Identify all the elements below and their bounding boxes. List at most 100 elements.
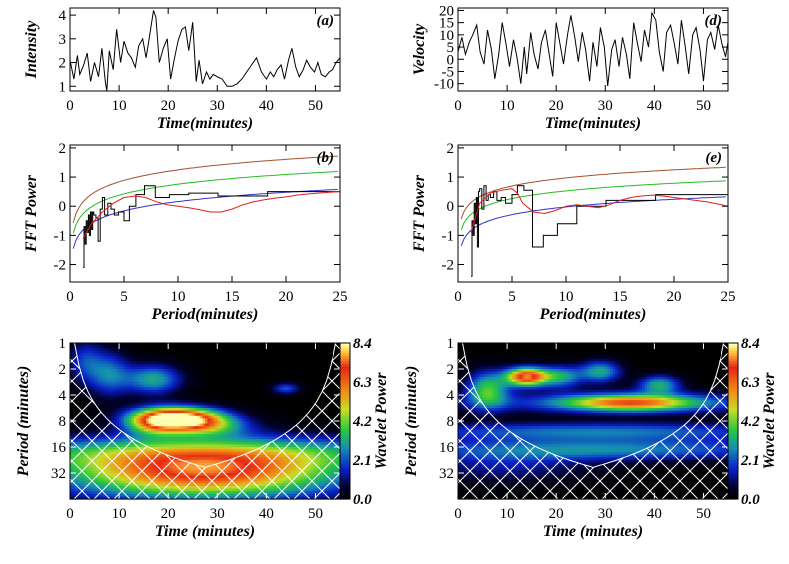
heat-cell bbox=[239, 402, 243, 406]
heat-cell bbox=[229, 402, 233, 406]
heat-cell bbox=[89, 350, 93, 354]
heat-cell bbox=[173, 405, 177, 409]
heat-cell bbox=[87, 345, 91, 349]
heat-cell bbox=[101, 400, 105, 404]
heat-cell bbox=[155, 371, 159, 375]
heat-cell bbox=[251, 382, 255, 386]
heat-cell bbox=[116, 389, 120, 393]
heat-cell bbox=[217, 358, 221, 362]
heat-cell bbox=[187, 405, 191, 409]
heat-cell bbox=[101, 392, 105, 396]
heat-cell bbox=[234, 387, 238, 391]
plot-frame bbox=[457, 7, 729, 92]
heat-cell bbox=[111, 358, 115, 362]
heat-cell bbox=[227, 387, 231, 391]
heat-cell bbox=[72, 371, 76, 375]
heat-cell bbox=[87, 376, 91, 380]
heat-cell bbox=[308, 353, 312, 357]
heat-cell bbox=[322, 397, 326, 401]
heat-cell bbox=[168, 366, 172, 370]
heat-cell bbox=[219, 361, 223, 365]
heat-cell bbox=[317, 397, 321, 401]
heat-cell bbox=[246, 358, 250, 362]
heat-cell bbox=[281, 369, 285, 373]
heat-cell bbox=[82, 376, 86, 380]
heat-cell bbox=[168, 343, 172, 347]
heat-cell bbox=[89, 345, 93, 349]
heat-cell bbox=[244, 395, 248, 399]
heat-cell bbox=[300, 348, 304, 352]
heat-cell bbox=[276, 371, 280, 375]
heat-cell bbox=[322, 366, 326, 370]
heat-cell bbox=[236, 395, 240, 399]
heat-cell bbox=[170, 358, 174, 362]
heat-cell bbox=[131, 363, 135, 367]
heat-cell bbox=[244, 371, 248, 375]
heat-cell bbox=[337, 371, 341, 375]
heat-cell bbox=[320, 382, 324, 386]
heat-cell bbox=[138, 345, 142, 349]
heat-cell bbox=[335, 387, 339, 391]
heat-cell bbox=[160, 379, 164, 383]
heat-cell bbox=[254, 384, 258, 388]
heat-cell bbox=[320, 392, 324, 396]
heat-cell bbox=[234, 371, 238, 375]
heat-cell bbox=[187, 345, 191, 349]
heat-cell bbox=[160, 353, 164, 357]
heat-cell bbox=[146, 363, 150, 367]
heat-cell bbox=[114, 345, 118, 349]
heat-cell bbox=[131, 397, 135, 401]
heat-cell bbox=[92, 402, 96, 406]
heat-cell bbox=[197, 358, 201, 362]
heat-cell bbox=[119, 400, 123, 404]
heat-cell bbox=[278, 376, 282, 380]
heat-cell bbox=[101, 408, 105, 412]
heat-cell bbox=[195, 402, 199, 406]
heat-cell bbox=[286, 361, 290, 365]
heat-cell bbox=[295, 389, 299, 393]
y-axis-label: FFT Power bbox=[411, 174, 428, 253]
heat-cell bbox=[320, 379, 324, 383]
heat-cell bbox=[116, 376, 120, 380]
heat-cell bbox=[271, 402, 275, 406]
heat-cell bbox=[87, 374, 91, 378]
heat-cell bbox=[315, 358, 319, 362]
heat-cell bbox=[111, 400, 115, 404]
heat-cell bbox=[222, 348, 226, 352]
heat-cell bbox=[327, 358, 331, 362]
heat-cell bbox=[158, 353, 162, 357]
heat-cell bbox=[148, 371, 152, 375]
heat-cell bbox=[219, 348, 223, 352]
heat-cell bbox=[182, 345, 186, 349]
heat-cell bbox=[163, 400, 167, 404]
heat-cell bbox=[212, 400, 216, 404]
heat-cell bbox=[111, 366, 115, 370]
heat-cell bbox=[266, 405, 270, 409]
heat-cell bbox=[114, 371, 118, 375]
heat-cell bbox=[259, 395, 263, 399]
heat-cell bbox=[168, 361, 172, 365]
heat-cell bbox=[200, 350, 204, 354]
heat-cell bbox=[89, 376, 93, 380]
heat-cell bbox=[207, 387, 211, 391]
heat-cell bbox=[195, 361, 199, 365]
heat-cell bbox=[283, 363, 287, 367]
heat-cell bbox=[92, 387, 96, 391]
heat-cell bbox=[109, 374, 113, 378]
heat-cell bbox=[337, 400, 341, 404]
heat-cell bbox=[305, 369, 309, 373]
heat-cell bbox=[195, 345, 199, 349]
heat-cell bbox=[89, 402, 93, 406]
heat-cell bbox=[335, 366, 339, 370]
fft-spectrum-line bbox=[471, 185, 728, 277]
heat-cell bbox=[222, 397, 226, 401]
heat-cell bbox=[236, 392, 240, 396]
heat-cell bbox=[192, 392, 196, 396]
heat-cell bbox=[131, 384, 135, 388]
heat-cell bbox=[82, 392, 86, 396]
heat-cell bbox=[111, 343, 115, 347]
heat-cell bbox=[232, 384, 236, 388]
heat-cell bbox=[249, 389, 253, 393]
heat-cell bbox=[200, 405, 204, 409]
heat-cell bbox=[229, 374, 233, 378]
